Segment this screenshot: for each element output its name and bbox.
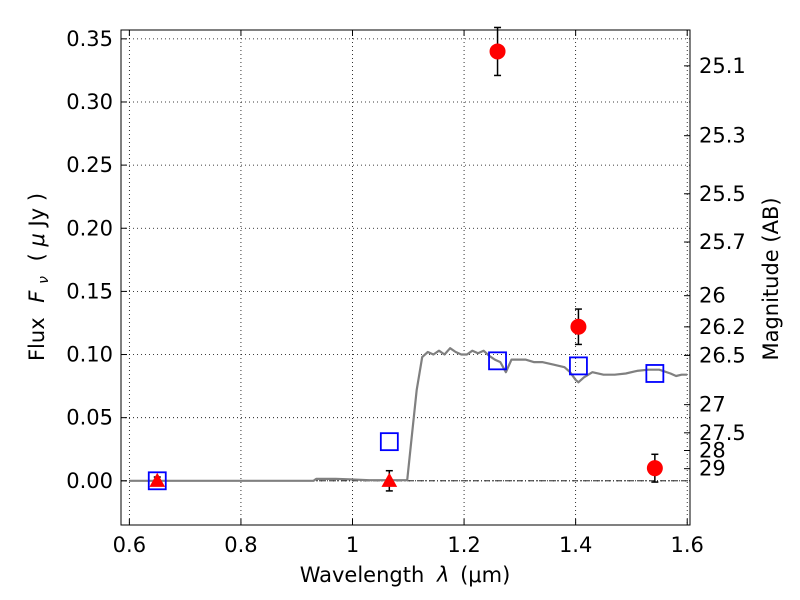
model-photometry-square [379, 432, 399, 452]
y-axis-label: Flux F ν ( μ Jy ) [25, 193, 53, 361]
y-axis-label-units-open: ( [25, 247, 49, 262]
x-tick-label: 1.6 [671, 533, 704, 557]
x-tick-label: 1.2 [447, 533, 480, 557]
model-spectrum-line [129, 347, 688, 482]
y-tick-label: 0.30 [66, 90, 113, 114]
y-axis-label-units-mu: μ [25, 233, 49, 247]
y-tick-label: 0.15 [66, 279, 113, 303]
ticks-layer: 0.6 0.8 1 1.2 1.4 1.6 0.00 0.05 0.10 0.15 0.20 0.25… [66, 27, 746, 557]
y-axis-label-subscript: ν [36, 276, 52, 284]
x-axis-label-prefix: Wavelength [300, 563, 425, 587]
x-tick-label: 0.6 [113, 533, 146, 557]
model-photometry-square [645, 364, 665, 383]
y2-tick-label: 25.3 [699, 124, 746, 148]
model-photometry-square [569, 356, 588, 376]
x-axis-label-symbol: λ [436, 563, 449, 587]
x-tick-label: 1.4 [559, 533, 592, 557]
y2-tick-label: 25.7 [699, 230, 746, 254]
y-axis-label-units-rest: Jy ) [25, 193, 49, 229]
y2-tick-label: 26 [699, 284, 726, 308]
y-tick-label: 0.35 [66, 27, 113, 51]
x-axis-label-units: (μm) [460, 563, 510, 587]
detection-point [570, 318, 587, 335]
x-tick-label: 0.8 [224, 533, 257, 557]
y2-axis-label: Magnitude (AB) [759, 197, 783, 360]
y-tick-label: 0.20 [66, 216, 113, 240]
detection-point [489, 43, 506, 60]
y-tick-label: 0.10 [66, 343, 113, 367]
y2-tick-label: 29 [699, 457, 726, 481]
y2-tick-label: 26.5 [699, 343, 746, 367]
y-tick-label: 0.00 [66, 469, 113, 493]
plot-frame [120, 29, 691, 526]
model-photometry-square [147, 471, 167, 491]
y2-tick-label: 26.2 [699, 315, 746, 339]
y2-tick-label: 28 [699, 438, 726, 462]
y-tick-label: 0.25 [66, 153, 113, 177]
model-photometry-square [488, 351, 507, 371]
y2-tick-label: 27.5 [699, 421, 746, 445]
grid-layer [121, 30, 690, 525]
upper-limit-triangle [381, 472, 398, 487]
upper-limit-triangle [149, 472, 166, 487]
detection-point [646, 460, 663, 477]
y2-tick-label: 25.5 [699, 182, 746, 206]
series-layer [129, 26, 688, 492]
y-axis-label-symbol: F [25, 290, 49, 303]
x-tick-label: 1 [346, 533, 359, 557]
y2-tick-label: 25.1 [699, 54, 746, 78]
y-tick-label: 0.05 [66, 406, 113, 430]
y2-tick-label: 27 [699, 393, 726, 417]
x-axis-label: Wavelength λ (μm) [300, 563, 511, 587]
y-axis-label-prefix: Flux [25, 317, 49, 361]
